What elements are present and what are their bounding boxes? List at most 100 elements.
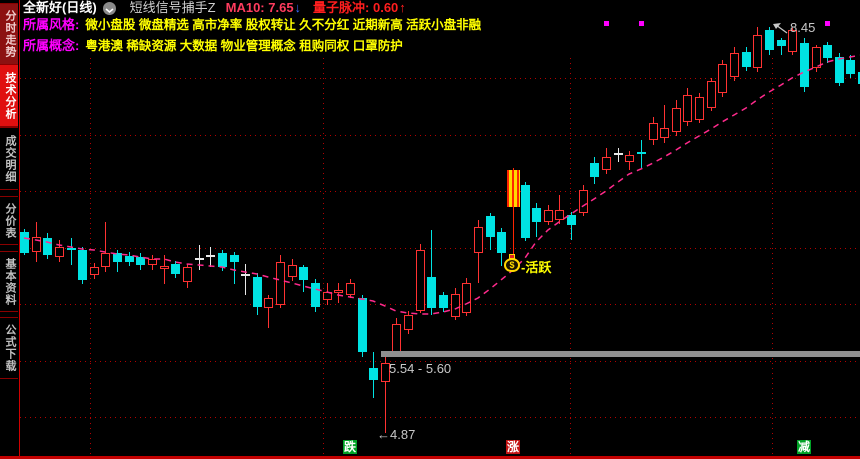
candle-body bbox=[427, 277, 436, 308]
candle-wick bbox=[234, 252, 235, 284]
candle-body bbox=[544, 210, 553, 222]
gridline-v bbox=[772, 58, 773, 455]
candle-body bbox=[311, 283, 320, 307]
candle-body bbox=[288, 265, 297, 277]
candle-body bbox=[718, 64, 727, 93]
candle-wick bbox=[385, 351, 386, 433]
candle-body bbox=[672, 108, 681, 132]
header-row-concept: 所属概念: 粤港澳 稀缺资源 大数据 物业管理概念 租购同权 口罩防护 bbox=[23, 38, 403, 54]
candle-body bbox=[765, 30, 774, 50]
candle-body bbox=[777, 40, 786, 46]
high-price-arrow-icon bbox=[773, 23, 788, 34]
candle-body bbox=[148, 259, 157, 265]
candle-body bbox=[602, 157, 611, 170]
candle-body bbox=[276, 262, 285, 305]
stock-title: 全新好(日线) bbox=[23, 0, 97, 15]
candle-body bbox=[451, 294, 460, 317]
candle-body bbox=[416, 250, 425, 311]
sidebar-item-1[interactable]: 分时走势 bbox=[0, 3, 18, 65]
gridline-v bbox=[90, 58, 91, 455]
chevron-down-icon[interactable] bbox=[102, 2, 116, 15]
left-nav-sidebar: 分时走势 技术分析 成交明细分价表基本资料公式下载 bbox=[0, 0, 20, 456]
candle-wick bbox=[664, 105, 665, 143]
candle-wick bbox=[71, 238, 72, 265]
candle-body bbox=[567, 215, 576, 225]
signal-candle bbox=[507, 170, 520, 207]
candle-body bbox=[171, 264, 180, 274]
candle-body bbox=[823, 45, 832, 58]
pulse-up-arrow: ↑ bbox=[399, 0, 406, 15]
concept-label: 所属概念: bbox=[23, 38, 80, 53]
gridline-h bbox=[20, 361, 860, 362]
candle-body bbox=[800, 43, 809, 87]
candle-body bbox=[521, 185, 530, 238]
candle-wick bbox=[431, 230, 432, 315]
magenta-signal-dot bbox=[825, 21, 830, 26]
candle-wick bbox=[641, 140, 642, 168]
sidebar-item-6[interactable]: 公式下载 bbox=[0, 317, 18, 379]
gridline-h bbox=[20, 78, 860, 79]
candle-body bbox=[649, 123, 658, 140]
candle-body bbox=[381, 363, 390, 382]
indicator-name[interactable]: 短线信号捕手Z bbox=[129, 0, 216, 15]
low-price-label: ←4.87 bbox=[377, 427, 416, 442]
candle-wick bbox=[338, 283, 339, 303]
candle-wick bbox=[559, 195, 560, 224]
candle-body bbox=[358, 298, 367, 352]
candle-body bbox=[195, 258, 204, 260]
signal-active-label: -活跃 bbox=[521, 260, 552, 275]
header-row-style: 所属风格: 微小盘股 微盘精选 高市净率 股权转让 久不分红 近期新高 活跃小盘非… bbox=[23, 17, 481, 33]
candle-body bbox=[579, 190, 588, 213]
candle-wick bbox=[781, 38, 782, 55]
candle-body bbox=[160, 266, 169, 269]
candle-body bbox=[614, 153, 623, 155]
candle-body bbox=[439, 295, 448, 308]
candle-wick bbox=[571, 212, 572, 240]
candle-body bbox=[125, 256, 134, 262]
candle-body bbox=[532, 208, 541, 222]
money-bag-dollar: $ bbox=[504, 258, 520, 272]
pulse-value: 量子脉冲: 0.60 bbox=[313, 0, 399, 15]
candle-body bbox=[230, 255, 239, 262]
magenta-signal-dot bbox=[639, 21, 644, 26]
candle-body bbox=[206, 255, 215, 257]
signal-tag-跌: 跌 bbox=[343, 440, 358, 454]
candle-body bbox=[474, 227, 483, 253]
candle-body bbox=[334, 290, 343, 293]
sidebar-item-2[interactable]: 技术分析 bbox=[0, 64, 18, 127]
chart-area[interactable]: 5.54 - 5.60 ←4.87 8.45 $ -活跃 跌 涨 减 bbox=[20, 0, 860, 456]
header-row-1: 全新好(日线) 短线信号捕手Z MA10: 7.65↓ 量子脉冲: 0.60↑ bbox=[23, 0, 406, 16]
gridline-h bbox=[20, 135, 860, 136]
candle-body bbox=[555, 210, 564, 220]
magenta-signal-dot bbox=[604, 21, 609, 26]
candle-body bbox=[695, 97, 704, 120]
candle-body bbox=[101, 253, 110, 267]
sidebar-item-4[interactable]: 分价表 bbox=[0, 196, 18, 245]
high-price-label: 8.45 bbox=[790, 20, 816, 35]
candle-wick bbox=[164, 255, 165, 284]
gridline-v bbox=[323, 58, 324, 455]
sidebar-item-3[interactable]: 成交明细 bbox=[0, 127, 18, 190]
candle-body bbox=[835, 57, 844, 83]
gridline-h bbox=[20, 191, 860, 192]
candle-body bbox=[253, 277, 262, 307]
style-label: 所属风格: bbox=[23, 17, 80, 32]
candle-body bbox=[858, 72, 860, 84]
candle-body bbox=[136, 257, 145, 265]
money-bag-icon: $ bbox=[504, 254, 521, 273]
candle-body bbox=[78, 250, 87, 280]
candle-body bbox=[462, 283, 471, 313]
candle-body bbox=[707, 81, 716, 108]
concept-value: 粤港澳 稀缺资源 大数据 物业管理概念 租购同权 口罩防护 bbox=[85, 39, 403, 53]
candle-body bbox=[369, 368, 378, 380]
gridline-h bbox=[20, 417, 860, 418]
candle-body bbox=[812, 47, 821, 68]
candle-body bbox=[218, 253, 227, 267]
candle-body bbox=[264, 298, 273, 308]
support-range-label: 5.54 - 5.60 bbox=[389, 361, 452, 376]
sidebar-item-5[interactable]: 基本资料 bbox=[0, 251, 18, 312]
candle-wick bbox=[199, 245, 200, 270]
candle-wick bbox=[105, 222, 106, 272]
candle-body bbox=[346, 283, 355, 295]
candle-body bbox=[32, 237, 41, 252]
